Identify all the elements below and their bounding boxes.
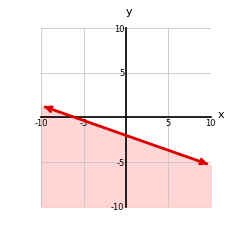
Text: y: y [125,8,132,17]
Text: x: x [218,110,224,120]
